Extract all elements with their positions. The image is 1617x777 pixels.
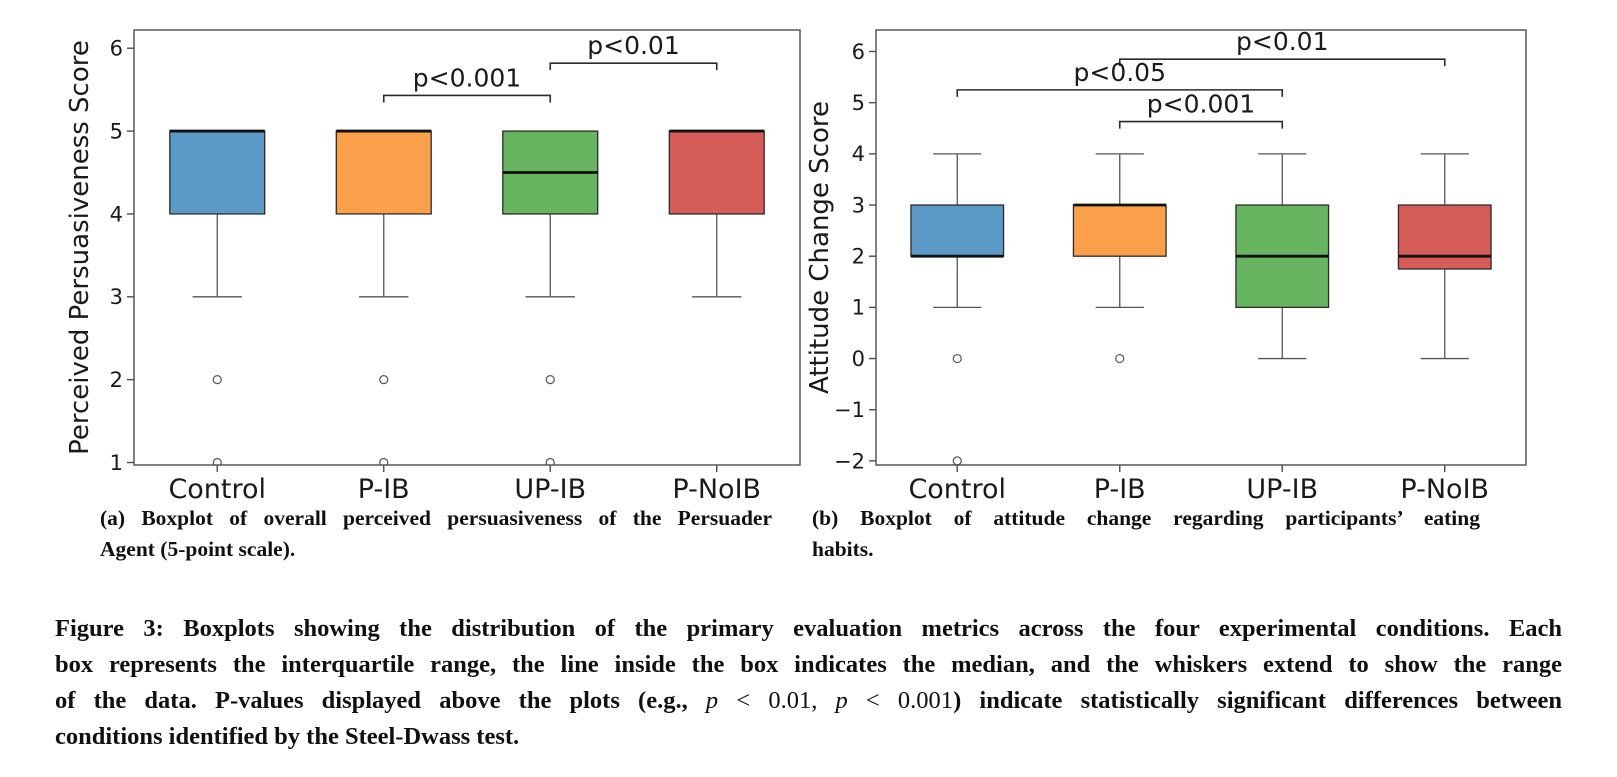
axes-frame <box>875 29 1527 466</box>
figure-caption: Figure 3: Boxplots showing the distribut… <box>55 611 1562 755</box>
y-tick-label: 4 <box>852 142 865 166</box>
box-group-p-ib <box>335 129 432 465</box>
y-tick-label: 3 <box>110 285 123 309</box>
figure-caption-line3: of the data. P-values displayed above th… <box>55 683 1562 719</box>
x-category-label: Control <box>168 474 266 505</box>
significance-bracket <box>549 62 718 71</box>
figure-caption-line1: Figure 3: Boxplots showing the distribut… <box>55 615 1562 642</box>
x-category-label: UP-IB <box>514 474 586 505</box>
math-value-2: < 0.001 <box>847 687 954 714</box>
subcaption-a-line2: Agent (5-point scale). <box>100 537 296 561</box>
y-tick-label: 4 <box>110 202 123 226</box>
significance-label: p<0.01 <box>1236 27 1328 56</box>
significance-bracket <box>382 94 552 103</box>
significance-bracket <box>1118 120 1284 129</box>
subcaption-a-line1: (a) Boxplot of overall perceived persuas… <box>100 506 772 530</box>
outlier-point <box>545 457 555 465</box>
box-group-up-ib <box>502 130 599 465</box>
outlier-point <box>952 456 962 465</box>
figure-caption-line2: box represents the interquartile range, … <box>55 651 1562 678</box>
math-p-var-1: p <box>705 687 719 714</box>
x-category-label: UP-IB <box>1246 474 1318 505</box>
subcaption-b-line1: (b) Boxplot of attitude change regarding… <box>812 506 1480 530</box>
y-tick-label: 3 <box>852 193 865 217</box>
x-category-label: P-IB <box>358 474 410 505</box>
y-tick-label: 5 <box>852 91 865 115</box>
y-tick-label: 1 <box>110 451 123 475</box>
y-axis-label: Perceived Persuasiveness Score <box>65 40 95 455</box>
outlier-point <box>952 353 962 364</box>
y-tick-label: 0 <box>852 347 865 371</box>
iqr-box <box>1397 204 1492 270</box>
math-value-1: < 0.01, <box>718 687 836 714</box>
subcaption-a: (a) Boxplot of overall perceived persuas… <box>100 503 772 565</box>
figure-caption-line4: conditions identified by the Steel-Dwass… <box>55 723 520 750</box>
boxplot-attitude-change: −2 −1 0 1 2 3 4 5 6 Control P-IB UP-IB P-NoIB Attitud… <box>805 27 1527 505</box>
outlier-point <box>212 457 222 465</box>
outlier-point <box>379 375 389 385</box>
iqr-box <box>1072 204 1167 257</box>
significance-bracket <box>956 89 1284 97</box>
math-p-var-2: p <box>835 687 848 714</box>
significance-label: p<0.01 <box>587 31 679 60</box>
y-tick-label: 2 <box>110 368 123 392</box>
x-category-label: P-NoIB <box>672 474 761 505</box>
x-category-label: P-NoIB <box>1400 474 1489 505</box>
y-tick-label: 1 <box>852 296 865 320</box>
box-group-control <box>910 153 1005 465</box>
y-tick-label: 6 <box>852 40 865 64</box>
caption-text: ) indicate statistically significant dif… <box>953 687 1562 714</box>
y-tick-label: −1 <box>834 398 865 422</box>
plot-area <box>169 129 765 465</box>
axes-frame <box>133 29 801 466</box>
box-group-up-ib <box>1235 153 1330 360</box>
box-group-p-ib <box>1072 153 1167 364</box>
x-category-label: P-IB <box>1094 474 1146 505</box>
plot-area <box>910 153 1492 465</box>
y-axis-label: Attitude Change Score <box>805 101 835 394</box>
y-tick-label: 6 <box>110 37 123 61</box>
iqr-box <box>335 130 432 215</box>
subcaption-b: (b) Boxplot of attitude change regarding… <box>812 503 1480 565</box>
significance-label: p<0.001 <box>1147 90 1255 119</box>
significance-label: p<0.05 <box>1074 58 1166 87</box>
y-tick-label: −2 <box>834 449 865 473</box>
outlier-point <box>379 457 389 465</box>
box-group-p-noib <box>1397 153 1492 360</box>
y-tick-label: 5 <box>110 119 123 143</box>
outlier-point <box>212 375 222 385</box>
box-group-control <box>169 129 266 465</box>
subcaption-b-line2: habits. <box>812 537 874 561</box>
significance-label: p<0.001 <box>413 63 521 92</box>
iqr-box <box>668 130 765 215</box>
outlier-point <box>545 375 555 385</box>
outlier-point <box>1115 353 1125 364</box>
y-tick-label: 2 <box>852 245 865 269</box>
boxplot-perceived-persuasiveness: 1 2 3 4 5 6 Control P-IB UP-IB P-NoIB Perceived Pe… <box>65 29 801 505</box>
significance-bracket <box>1118 58 1446 67</box>
x-category-label: Control <box>908 474 1006 505</box>
box-group-p-noib <box>668 129 765 298</box>
caption-text: of the data. P-values displayed above th… <box>55 687 706 714</box>
iqr-box <box>910 204 1005 257</box>
iqr-box <box>169 130 266 215</box>
